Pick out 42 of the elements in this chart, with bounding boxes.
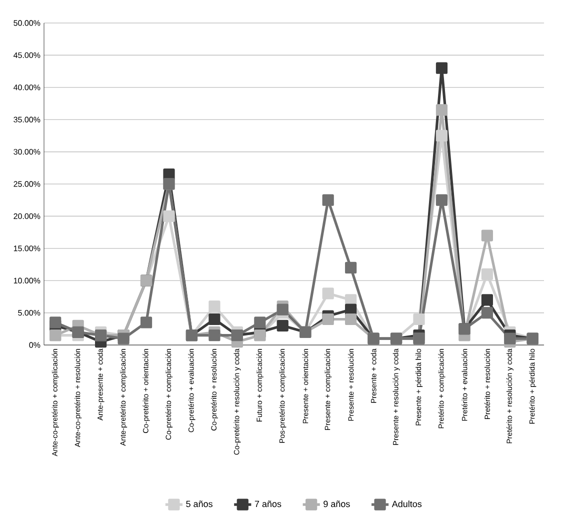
point [208,300,220,312]
y-tick-label: 25.00% [14,181,40,187]
legend-label: Adultos [392,500,422,508]
y-tick-label: 50.00% [14,20,40,26]
y-tick-label: 30.00% [14,148,40,155]
point [436,130,448,142]
y-tick-label: 20.00% [14,213,40,220]
legend-label: 5 años [186,500,212,508]
legend-label: 9 años [324,500,350,508]
y-tick-label: 0% [29,342,40,348]
y-tick-label: 40.00% [14,84,40,90]
point [50,316,62,328]
y-tick-label: 10.00% [14,278,40,284]
point [208,330,220,342]
y-tick-label: 5.00% [18,310,40,316]
point [413,313,425,326]
point [345,294,357,306]
point [208,313,220,326]
y-tick-label: 35.00% [14,116,40,122]
point [345,262,357,274]
point [481,268,493,280]
point [436,62,448,74]
point [163,168,175,180]
point [481,230,493,242]
point [481,307,493,319]
point [436,104,448,116]
point [140,316,152,328]
y-tick-label: 45.00% [14,52,40,58]
legend-label: 7 años [254,500,282,508]
y-tick-label: 15.00% [14,246,40,252]
point [276,304,288,316]
point [118,332,130,344]
point [322,313,334,326]
point [163,210,175,222]
point [436,194,448,206]
point [504,332,516,344]
point [276,320,288,332]
point [322,288,334,300]
point [322,194,334,206]
point [481,294,493,306]
point [345,313,357,326]
point [254,316,266,328]
